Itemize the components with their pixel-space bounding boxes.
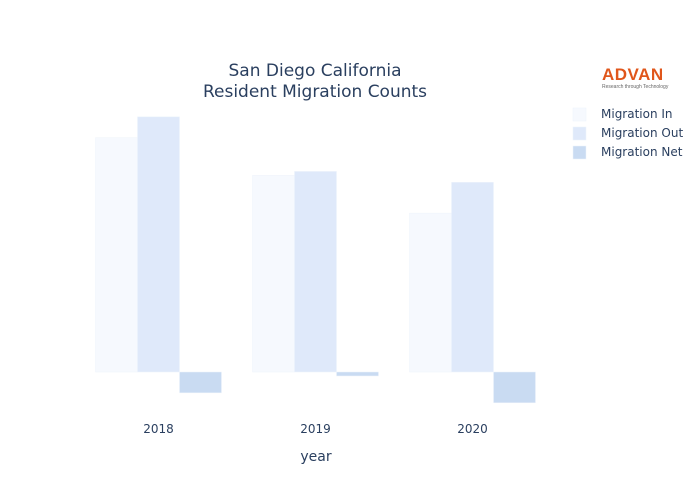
bar-migration-in-2018 — [95, 137, 138, 373]
chart-title-line-2: Resident Migration Counts — [203, 82, 427, 102]
bar-migration-out-2020 — [451, 182, 494, 373]
bar-migration-net-2020 — [493, 371, 536, 404]
legend-swatch-migration-out[interactable] — [572, 126, 587, 141]
chart-title-line-1: San Diego California — [229, 61, 402, 81]
bar-migration-out-2018 — [137, 116, 180, 373]
legend-swatch-migration-net[interactable] — [572, 145, 587, 160]
legend-label-migration-net[interactable]: Migration Net — [601, 145, 683, 159]
bar-migration-in-2019 — [252, 175, 295, 373]
x-tick-labels: 2018 2019 2020 — [143, 422, 488, 436]
logo-word: ADVAN — [602, 65, 664, 84]
bar-migration-out-2019 — [294, 171, 337, 373]
advan-logo: ADVAN Research through Technology — [602, 66, 674, 94]
x-tick-label-2018: 2018 — [143, 422, 174, 436]
legend-label-migration-out[interactable]: Migration Out — [601, 126, 683, 140]
legend-label-migration-in[interactable]: Migration In — [601, 107, 673, 121]
bars-layer — [95, 116, 536, 404]
logo-tagline: Research through Technology — [602, 84, 669, 90]
bar-migration-net-2019 — [336, 371, 379, 377]
x-tick-label-2020: 2020 — [457, 422, 488, 436]
bar-migration-in-2020 — [409, 212, 452, 373]
legend: Migration In Migration Out Migration Net — [572, 107, 683, 160]
legend-swatch-migration-in[interactable] — [572, 107, 587, 122]
bar-migration-net-2018 — [179, 371, 222, 394]
x-tick-label-2019: 2019 — [300, 422, 331, 436]
x-axis-title: year — [300, 449, 331, 465]
